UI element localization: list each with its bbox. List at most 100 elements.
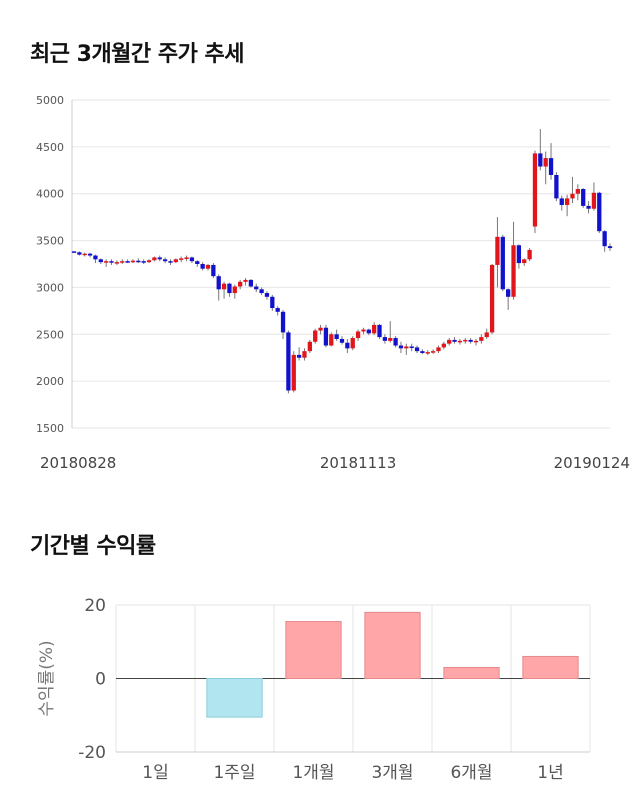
candle-body: [366, 329, 371, 334]
candle: [388, 321, 393, 343]
candle-body: [173, 259, 178, 263]
candle-body: [270, 296, 275, 309]
candle-body: [71, 251, 77, 253]
returns-y-axis: 20 0 -20: [78, 596, 106, 763]
candle-body: [329, 334, 334, 346]
candle-body: [98, 259, 103, 263]
returns-x-tick-label: 1년: [537, 763, 563, 783]
candlestick-chart: 5000 4500 4000 3500 3000 2500 2000 1500 2018082…: [36, 94, 630, 472]
candle: [350, 336, 355, 351]
candle: [586, 201, 591, 214]
candle: [430, 349, 436, 354]
candle-body: [457, 340, 463, 343]
candle: [221, 281, 227, 299]
candle: [441, 341, 446, 350]
candle: [302, 348, 307, 361]
candle-body: [495, 236, 500, 265]
candle: [189, 256, 195, 264]
candle: [216, 274, 221, 301]
candle-body: [82, 253, 87, 256]
candle: [114, 260, 120, 265]
candle-body: [355, 331, 361, 339]
candle: [179, 256, 184, 263]
candle: [409, 343, 414, 352]
candle: [516, 244, 522, 269]
candle-body: [280, 311, 286, 333]
candle: [82, 252, 87, 257]
candle: [296, 347, 302, 361]
candle-body: [296, 354, 302, 358]
candle: [195, 260, 200, 267]
returns-x-tick-label: 1주일: [213, 763, 255, 783]
candle-body: [350, 338, 355, 349]
candle-body: [597, 192, 602, 232]
candle-body: [205, 264, 211, 269]
candle-body: [420, 351, 425, 354]
candle-body: [361, 329, 366, 332]
candle: [286, 330, 291, 394]
price-y-tick-label: 1500: [36, 422, 64, 435]
returns-bar: [206, 678, 263, 718]
candle-body: [141, 261, 146, 263]
candle-body: [302, 351, 307, 358]
candle-body: [152, 257, 157, 261]
candle: [393, 336, 398, 348]
candle-body: [109, 261, 114, 263]
returns-y-tick-label: 0: [95, 670, 106, 690]
price-x-axis: 20180828 20181113 20190124: [40, 454, 630, 472]
candle: [345, 338, 350, 354]
candle: [227, 282, 232, 297]
candle-body: [425, 352, 430, 354]
candle-body: [313, 330, 318, 342]
candle-body: [168, 261, 173, 263]
candle: [254, 283, 259, 293]
candle: [93, 254, 98, 264]
price-y-tick-label: 2000: [36, 375, 64, 388]
candle-body: [227, 283, 232, 294]
candle: [168, 259, 173, 265]
candle: [532, 150, 538, 234]
candle: [457, 338, 463, 345]
candle: [205, 264, 211, 271]
candle: [146, 259, 152, 264]
candle: [484, 328, 489, 339]
candle: [125, 259, 130, 264]
candle-body: [527, 249, 532, 260]
candle: [339, 336, 345, 345]
candle-body: [489, 264, 495, 333]
candle-body: [339, 338, 345, 343]
candle: [77, 251, 82, 256]
candle-body: [216, 276, 221, 290]
candle: [452, 337, 457, 344]
candle: [307, 339, 312, 354]
candle-body: [581, 189, 586, 206]
candle: [447, 338, 452, 346]
candle: [98, 258, 103, 264]
price-y-tick-label: 5000: [36, 94, 64, 107]
price-chart-title: 최근 3개월간 주가 추세: [30, 42, 244, 67]
candle-body: [377, 324, 382, 338]
returns-x-tick-label: 6개월: [450, 763, 492, 783]
price-y-tick-label: 4000: [36, 188, 64, 201]
candle-body: [398, 345, 404, 349]
candle-body: [248, 279, 254, 287]
candle: [141, 259, 146, 264]
candle: [575, 184, 580, 201]
candle-body: [254, 286, 259, 290]
returns-bar: [285, 621, 342, 679]
candle-body: [238, 281, 243, 287]
candle: [173, 258, 178, 264]
price-y-axis: 5000 4500 4000 3500 3000 2500 2000 1500: [36, 94, 64, 435]
candle-body: [157, 257, 162, 260]
candlestick-series: [71, 129, 613, 394]
candle-body: [77, 252, 82, 255]
candle: [404, 343, 409, 355]
candle: [511, 221, 516, 300]
returns-y-axis-label: 수익률(%): [37, 640, 57, 716]
candle-body: [468, 339, 473, 342]
candle-body: [221, 283, 227, 290]
returns-grid: [115, 604, 591, 753]
candle: [607, 243, 613, 251]
candle: [425, 350, 430, 355]
candle-body: [463, 339, 468, 342]
